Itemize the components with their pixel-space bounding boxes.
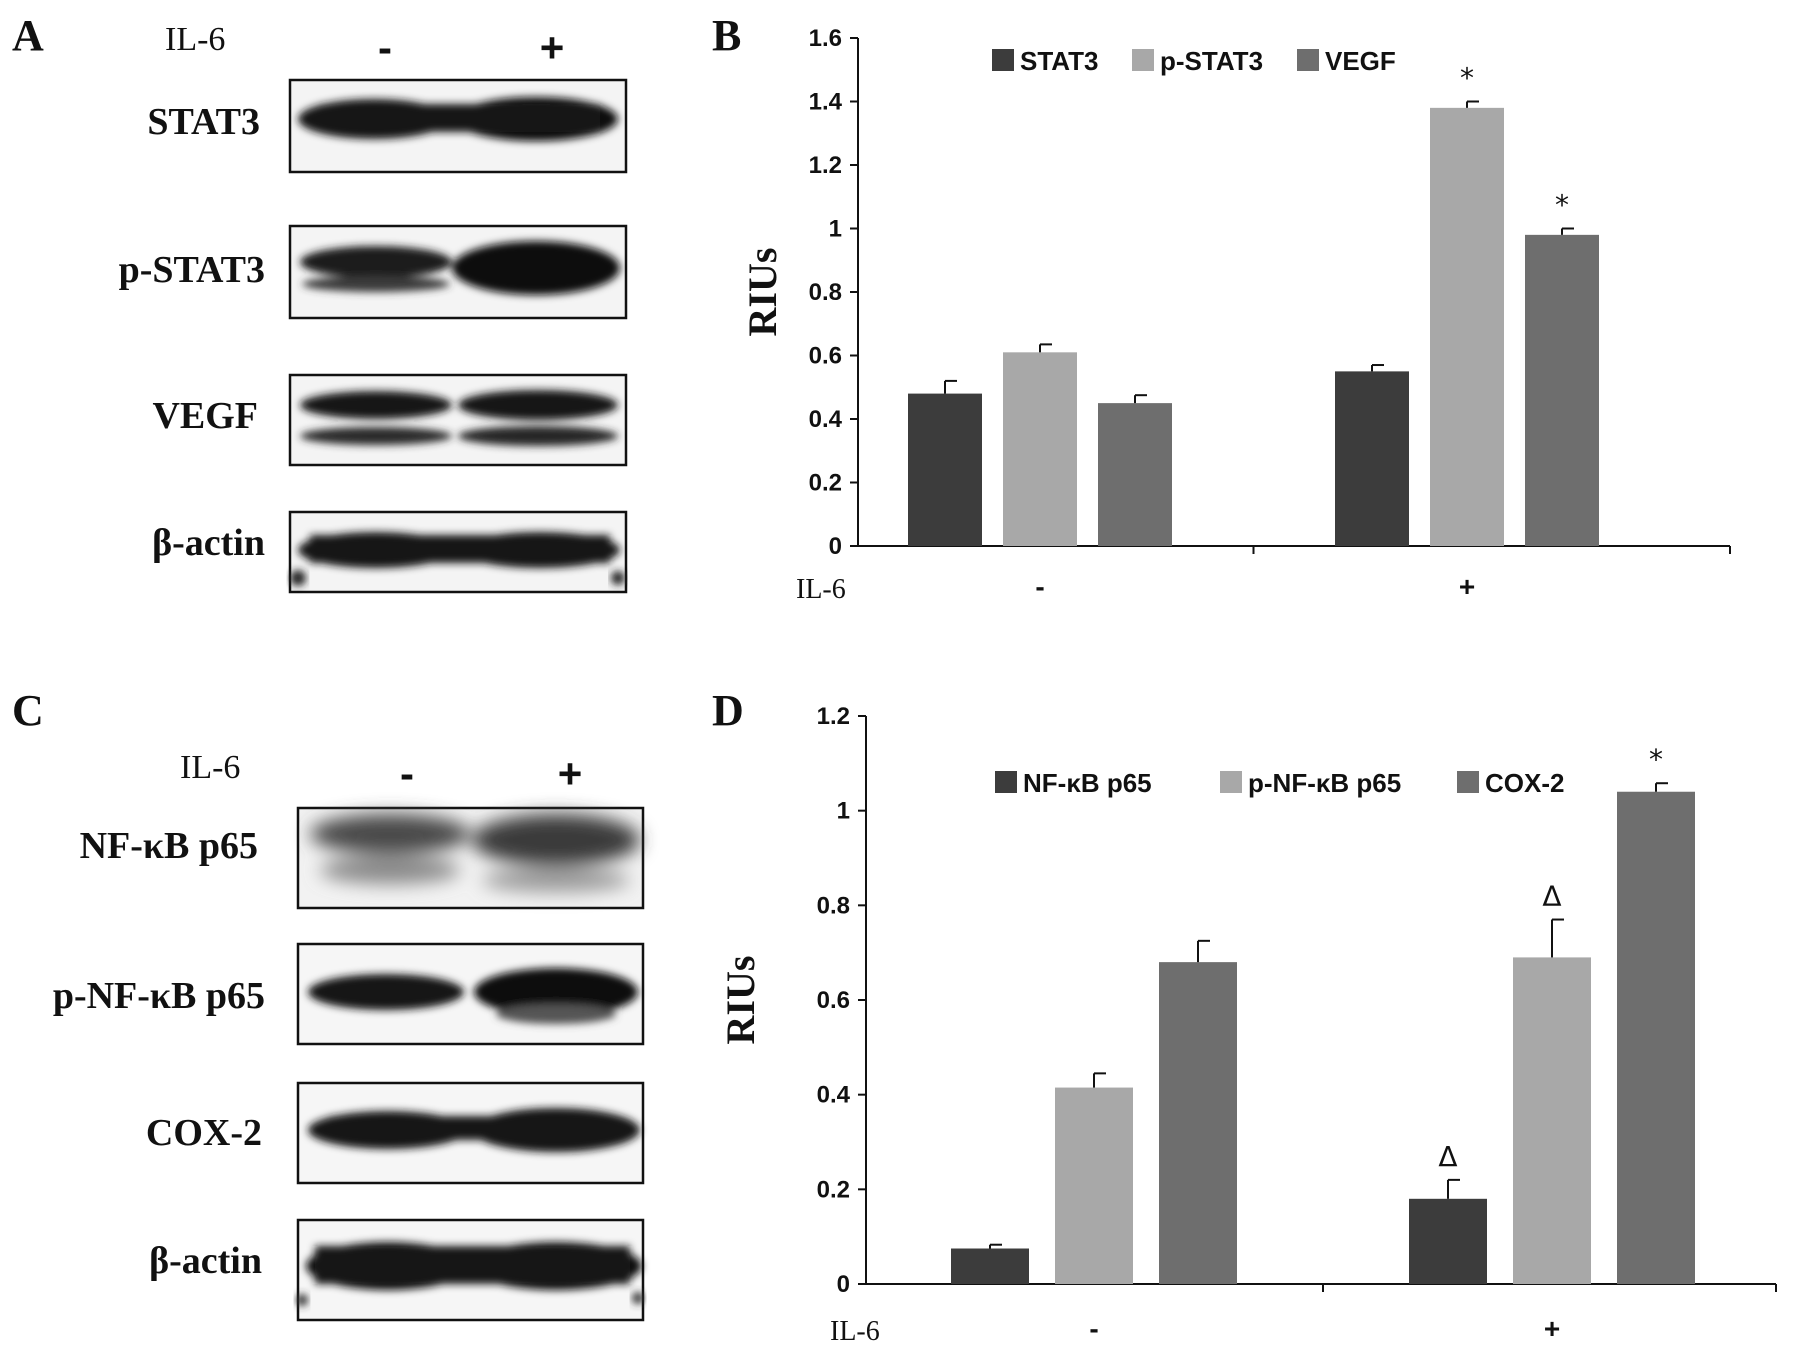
panel-c-il6-label: IL-6 <box>180 749 240 786</box>
panel-a-il6-label: IL-6 <box>165 21 225 58</box>
y-tick-label: 0.2 <box>809 470 842 497</box>
bar <box>1617 791 1695 1284</box>
y-tick-label: 0 <box>829 533 842 560</box>
bar <box>1525 234 1599 546</box>
band <box>300 391 452 419</box>
blot-label-beta-actin-c: β-actin <box>149 1240 262 1282</box>
y-tick-label: 1.2 <box>809 152 842 179</box>
legend-label: p-STAT3 <box>1160 46 1263 76</box>
x-category-label: + <box>1544 1313 1560 1344</box>
panel-a-lane-minus: - <box>378 24 392 71</box>
y-tick-label: 0.6 <box>817 987 850 1014</box>
panel-b-letter: B <box>712 11 741 60</box>
bar <box>1430 107 1504 546</box>
legend-label: COX-2 <box>1485 768 1564 798</box>
panel-c-lane-plus: + <box>558 750 583 797</box>
chart-d: D 0 0.2 0.4 0.6 0.8 1 1.2 RIUs IL-6 - + NF-κB p65 p-… <box>712 686 1777 1347</box>
legend-swatch <box>995 771 1017 793</box>
y-axis-title: RIUs <box>718 956 763 1045</box>
legend-label: VEGF <box>1325 46 1396 76</box>
bar <box>1159 962 1237 1284</box>
y-tick-label: 0.8 <box>809 279 842 306</box>
blot-label-p-stat3: p-STAT3 <box>119 249 265 291</box>
band <box>458 390 618 420</box>
panel-a-western-blot: A IL-6 - + STAT3 p-STAT3 VEGF <box>12 11 628 594</box>
bar <box>908 393 982 546</box>
band <box>300 246 452 278</box>
y-tick-label: 1.4 <box>809 89 843 116</box>
band <box>452 241 620 295</box>
legend-label: STAT3 <box>1020 46 1098 76</box>
significance-marker: * <box>1649 743 1663 776</box>
bar <box>951 1248 1029 1284</box>
y-tick-label: 1.6 <box>809 25 842 52</box>
blot-label-stat3: STAT3 <box>147 101 260 143</box>
legend-swatch <box>1297 49 1319 71</box>
blot-p-nf-kb-p65: p-NF-κB p65 <box>53 942 645 1046</box>
x-category-label: - <box>1089 1313 1098 1344</box>
legend-label: p-NF-κB p65 <box>1248 768 1401 798</box>
significance-marker: * <box>1555 189 1569 222</box>
y-tick-label: 0.6 <box>809 343 842 370</box>
band <box>474 968 638 1016</box>
blot-cox-2: COX-2 <box>146 1081 645 1185</box>
panel-a-lane-plus: + <box>540 24 565 71</box>
blot-label-nf-kb-p65: NF-κB p65 <box>80 825 258 867</box>
band <box>310 814 470 854</box>
y-axis-title: RIUs <box>740 248 785 337</box>
blot-beta-actin-c: β-actin <box>149 1218 645 1322</box>
blot-label-cox-2: COX-2 <box>146 1112 262 1154</box>
y-tick-label: 0.2 <box>817 1176 850 1203</box>
band <box>472 814 640 866</box>
panel-a-letter: A <box>12 11 44 60</box>
blot-stat3: STAT3 <box>147 78 628 174</box>
bar <box>1335 371 1409 546</box>
significance-marker: * <box>1460 62 1474 95</box>
y-tick-label: 0 <box>837 1271 850 1298</box>
blot-beta-actin-a: β-actin <box>152 510 628 594</box>
band <box>320 856 460 884</box>
band <box>482 868 630 892</box>
band <box>308 974 464 1010</box>
legend-swatch <box>1220 771 1242 793</box>
bar <box>1055 1087 1133 1284</box>
significance-marker: Δ <box>1438 1140 1457 1173</box>
band <box>300 427 452 445</box>
x-category-label: + <box>1459 571 1475 602</box>
x-axis-prefix: IL-6 <box>796 574 846 605</box>
significance-marker: Δ <box>1542 880 1561 913</box>
blot-nf-kb-p65: NF-κB p65 <box>80 806 645 910</box>
x-category-label: - <box>1035 571 1044 602</box>
chart-b: B 0 0.2 0.4 0.6 0.8 1 1.2 1.4 1.6 RIUs IL-6 - + STAT3… <box>712 11 1731 605</box>
y-tick-label: 0.8 <box>817 892 850 919</box>
bar <box>1098 403 1172 546</box>
blot-vegf: VEGF <box>152 373 628 467</box>
blot-label-beta-actin-a: β-actin <box>152 522 265 564</box>
panel-c-western-blot: C IL-6 - + NF-κB p65 p-NF-κB p65 <box>12 686 645 1322</box>
y-tick-label: 1 <box>829 216 842 243</box>
bar <box>1003 352 1077 546</box>
bar <box>1409 1198 1487 1284</box>
legend-label: NF-κB p65 <box>1023 768 1152 798</box>
y-tick-label: 1.2 <box>817 703 850 730</box>
x-axis-prefix: IL-6 <box>830 1316 880 1347</box>
bar <box>1513 957 1591 1284</box>
panel-c-letter: C <box>12 686 44 735</box>
legend-swatch <box>992 49 1014 71</box>
y-tick-label: 0.4 <box>817 1082 851 1109</box>
legend-swatch <box>1132 49 1154 71</box>
band <box>302 276 450 292</box>
blot-p-stat3: p-STAT3 <box>119 224 628 320</box>
blot-label-p-nf-kb-p65: p-NF-κB p65 <box>53 975 265 1017</box>
legend-swatch <box>1457 771 1479 793</box>
panel-c-lane-minus: - <box>400 750 414 797</box>
blot-label-vegf: VEGF <box>152 395 258 437</box>
y-tick-label: 1 <box>837 798 850 825</box>
y-tick-label: 0.4 <box>809 406 843 433</box>
panel-d-letter: D <box>712 686 744 735</box>
band <box>458 426 618 446</box>
